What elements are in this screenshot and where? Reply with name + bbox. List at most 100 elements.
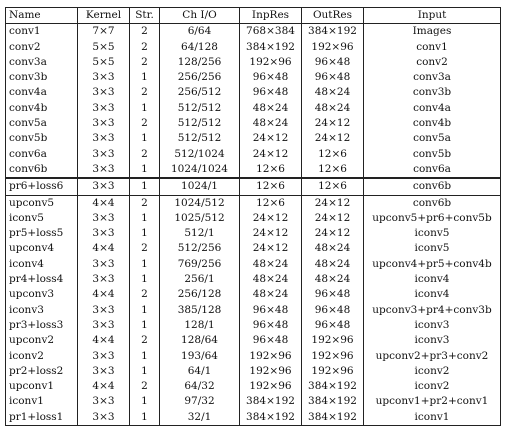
channels-io: 193/64 [159, 348, 240, 364]
encoder-group: conv1 7×7 2 6/64 768×384 384×192 Images conv2 5×… [5, 23, 501, 179]
layer-table-container: Name Kernel Str. Ch I/O InpRes OutRes In… [5, 6, 501, 427]
kernel-size: 4×4 [77, 379, 130, 395]
layer-input: conv6b [363, 177, 501, 196]
channels-io: 64/32 [159, 379, 240, 395]
layer-name: pr4+loss4 [5, 272, 78, 288]
channels-io: 769/256 [159, 256, 240, 273]
output-resolution: 12×6 [301, 177, 364, 196]
kernel-size: 3×3 [77, 161, 130, 179]
input-resolution: 48×24 [239, 256, 302, 273]
channels-io: 512/512 [159, 116, 240, 132]
layer-input: conv1 [363, 39, 501, 55]
layer-input: iconv3 [363, 333, 501, 349]
output-resolution: 48×24 [301, 100, 364, 117]
layer-input: conv6b [363, 195, 501, 211]
table-row: iconv1 3×3 1 97/32 384×192 384×192 upconv1+pr2… [5, 394, 501, 410]
layer-input: upconv4+pr5+conv4b [363, 256, 501, 273]
input-resolution: 12×6 [239, 177, 302, 196]
kernel-size: 3×3 [77, 409, 130, 427]
input-resolution: 96×48 [239, 85, 302, 101]
input-resolution: 96×48 [239, 302, 302, 318]
stride: 1 [129, 317, 160, 334]
stride: 2 [129, 241, 160, 257]
layer-name: conv6a [5, 146, 78, 162]
layer-name: conv1 [5, 23, 78, 40]
layer-input: conv3a [363, 70, 501, 86]
table-row: conv6b 3×3 1 1024/1024 12×6 12×6 conv6a [5, 161, 501, 179]
layer-input: upconv1+pr2+conv1 [363, 394, 501, 410]
layer-input: upconv5+pr6+conv5b [363, 210, 501, 227]
channels-io: 1024/1024 [159, 161, 240, 179]
layer-input: conv6a [363, 161, 501, 179]
input-resolution: 384×192 [239, 409, 302, 427]
kernel-size: 4×4 [77, 241, 130, 257]
input-resolution: 48×24 [239, 287, 302, 303]
header-input: Input [363, 6, 501, 25]
header-input-resolution: InpRes [239, 6, 302, 25]
output-resolution: 384×192 [301, 409, 364, 427]
output-resolution: 96×48 [301, 317, 364, 334]
layer-input: iconv5 [363, 226, 501, 242]
kernel-size: 3×3 [77, 131, 130, 147]
table-row: pr2+loss2 3×3 1 64/1 192×96 192×96 iconv2 [5, 363, 501, 380]
layer-input: conv2 [363, 54, 501, 71]
layer-input: conv4b [363, 116, 501, 132]
stride: 1 [129, 256, 160, 273]
stride: 2 [129, 379, 160, 395]
input-resolution: 192×96 [239, 363, 302, 380]
kernel-size: 4×4 [77, 195, 130, 211]
table-row: upconv4 4×4 2 512/256 24×12 48×24 iconv5 [5, 241, 501, 257]
output-resolution: 192×96 [301, 363, 364, 380]
output-resolution: 96×48 [301, 54, 364, 71]
input-resolution: 48×24 [239, 116, 302, 132]
input-resolution: 48×24 [239, 100, 302, 117]
stride: 1 [129, 409, 160, 427]
channels-io: 64/128 [159, 39, 240, 55]
kernel-size: 7×7 [77, 23, 130, 40]
output-resolution: 384×192 [301, 379, 364, 395]
kernel-size: 4×4 [77, 333, 130, 349]
output-resolution: 24×12 [301, 226, 364, 242]
table-row: iconv3 3×3 1 385/128 96×48 96×48 upconv3+pr4+c… [5, 302, 501, 318]
layer-input: iconv4 [363, 287, 501, 303]
channels-io: 1024/1 [159, 177, 240, 196]
layer-input: iconv2 [363, 363, 501, 380]
output-resolution: 192×96 [301, 333, 364, 349]
output-resolution: 384×192 [301, 23, 364, 40]
layer-name: pr5+loss5 [5, 226, 78, 242]
table-row: conv5b 3×3 1 512/512 24×12 24×12 conv5a [5, 131, 501, 147]
kernel-size: 3×3 [77, 210, 130, 227]
layer-name: conv5b [5, 131, 78, 147]
input-resolution: 192×96 [239, 54, 302, 71]
layer-name: upconv5 [5, 195, 78, 211]
kernel-size: 3×3 [77, 317, 130, 334]
input-resolution: 24×12 [239, 241, 302, 257]
output-resolution: 192×96 [301, 39, 364, 55]
layer-name: conv6b [5, 161, 78, 179]
layer-name: conv3b [5, 70, 78, 86]
output-resolution: 24×12 [301, 195, 364, 211]
layer-input: Images [363, 23, 501, 40]
input-resolution: 384×192 [239, 394, 302, 410]
channels-io: 97/32 [159, 394, 240, 410]
channels-io: 1024/512 [159, 195, 240, 211]
channels-io: 256/1 [159, 272, 240, 288]
header-row: Name Kernel Str. Ch I/O InpRes OutRes In… [5, 6, 501, 25]
stride: 1 [129, 272, 160, 288]
input-resolution: 12×6 [239, 161, 302, 179]
channels-io: 32/1 [159, 409, 240, 427]
kernel-size: 3×3 [77, 272, 130, 288]
input-resolution: 96×48 [239, 70, 302, 86]
channels-io: 256/512 [159, 85, 240, 101]
channels-io: 256/128 [159, 287, 240, 303]
table-row: conv4a 3×3 2 256/512 96×48 48×24 conv3b [5, 85, 501, 101]
network-layer-table: Name Kernel Str. Ch I/O InpRes OutRes In… [5, 6, 501, 427]
layer-name: pr3+loss3 [5, 317, 78, 334]
kernel-size: 3×3 [77, 177, 130, 196]
stride: 2 [129, 116, 160, 132]
table-row: upconv1 4×4 2 64/32 192×96 384×192 iconv2 [5, 379, 501, 395]
table-row: conv4b 3×3 1 512/512 48×24 48×24 conv4a [5, 100, 501, 117]
layer-name: upconv1 [5, 379, 78, 395]
input-resolution: 48×24 [239, 272, 302, 288]
output-resolution: 48×24 [301, 256, 364, 273]
